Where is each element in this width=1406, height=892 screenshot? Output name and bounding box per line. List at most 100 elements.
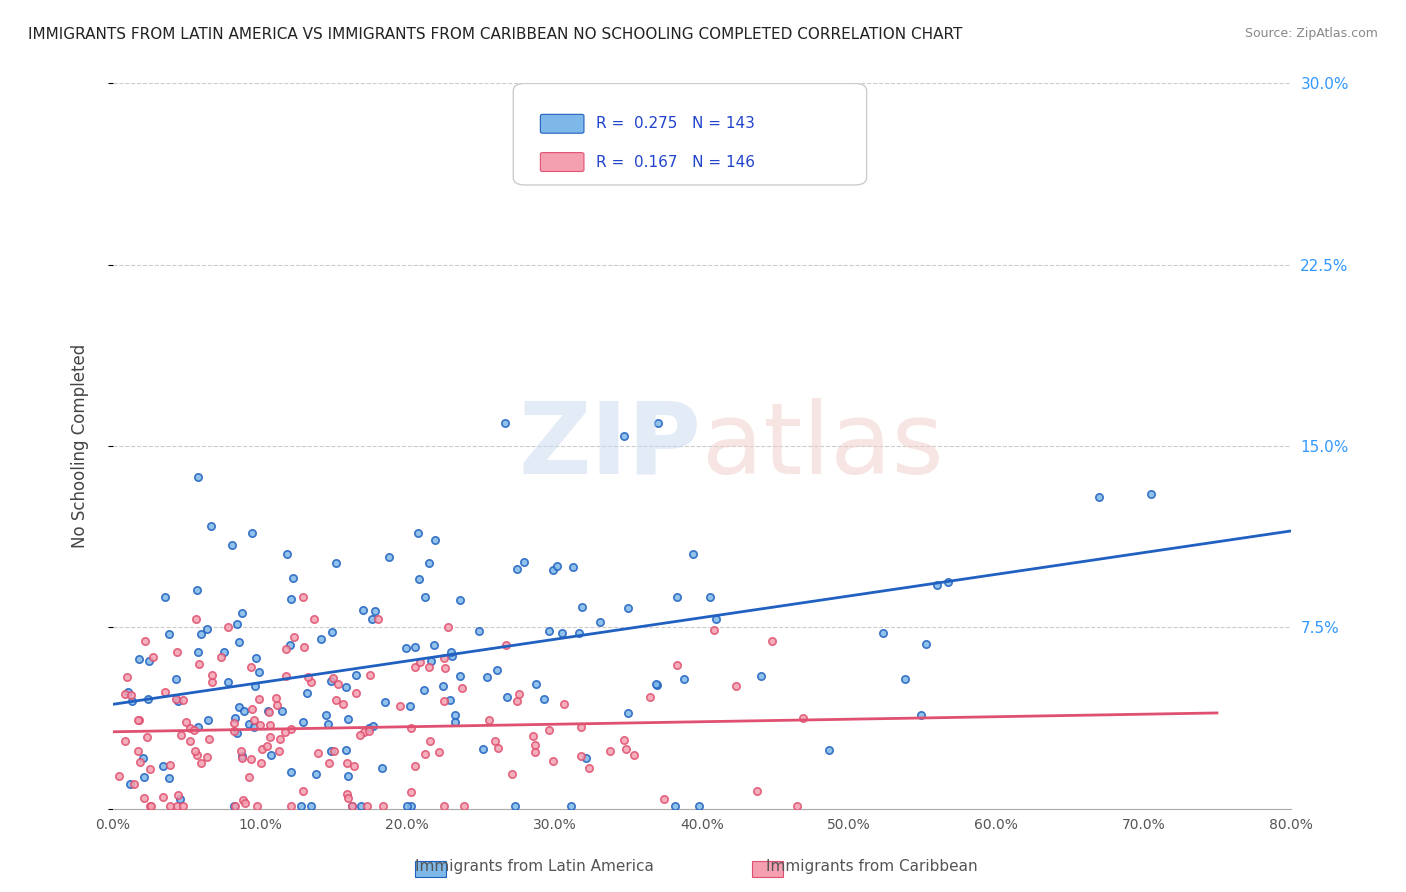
Immigrants from Latin America xyxy=(243,720,266,734)
Immigrants from Latin America xyxy=(404,640,426,654)
Immigrants from Caribbean xyxy=(159,758,181,772)
Immigrants from Caribbean xyxy=(283,630,305,644)
Immigrants from Caribbean xyxy=(522,729,544,743)
Immigrants from Latin America xyxy=(412,682,434,697)
Immigrants from Caribbean xyxy=(129,756,152,770)
Immigrants from Caribbean xyxy=(240,752,263,766)
Immigrants from Caribbean xyxy=(571,748,593,763)
Immigrants from Caribbean xyxy=(703,624,725,638)
Immigrants from Caribbean xyxy=(247,692,270,706)
Immigrants from Caribbean xyxy=(186,747,208,762)
Immigrants from Caribbean xyxy=(478,713,501,727)
Text: R =  0.275   N = 143: R = 0.275 N = 143 xyxy=(596,116,755,131)
Immigrants from Latin America xyxy=(413,591,436,605)
Immigrants from Latin America xyxy=(342,799,364,814)
Immigrants from Latin America xyxy=(374,695,396,709)
Immigrants from Latin America xyxy=(166,694,188,708)
Immigrants from Latin America xyxy=(350,799,373,814)
Immigrants from Latin America xyxy=(546,558,568,573)
Immigrants from Latin America xyxy=(439,645,461,659)
Immigrants from Latin America xyxy=(344,667,367,681)
Immigrants from Caribbean xyxy=(249,756,271,770)
FancyBboxPatch shape xyxy=(540,114,583,133)
Immigrants from Caribbean xyxy=(276,641,298,656)
Immigrants from Caribbean xyxy=(409,655,432,669)
Immigrants from Caribbean xyxy=(195,750,218,764)
Immigrants from Caribbean xyxy=(239,660,262,674)
Immigrants from Latin America xyxy=(645,678,668,692)
Immigrants from Caribbean xyxy=(188,657,211,671)
Immigrants from Latin America xyxy=(361,611,384,625)
Immigrants from Caribbean xyxy=(122,777,145,791)
Immigrants from Caribbean xyxy=(139,762,162,776)
Immigrants from Caribbean xyxy=(179,734,201,748)
Immigrants from Latin America xyxy=(325,557,347,571)
Immigrants from Latin America xyxy=(359,721,381,735)
Immigrants from Latin America xyxy=(682,547,704,561)
Immigrants from Latin America xyxy=(335,680,357,694)
Immigrants from Caribbean xyxy=(336,756,359,771)
Immigrants from Caribbean xyxy=(153,685,176,699)
Immigrants from Caribbean xyxy=(250,742,273,756)
Immigrants from Latin America xyxy=(688,799,710,814)
Immigrants from Latin America xyxy=(568,626,591,640)
Immigrants from Caribbean xyxy=(541,754,564,768)
Immigrants from Latin America xyxy=(665,591,688,605)
Immigrants from Latin America xyxy=(396,799,419,814)
Immigrants from Latin America xyxy=(364,604,387,618)
Immigrants from Caribbean xyxy=(292,591,315,605)
Immigrants from Caribbean xyxy=(243,713,266,727)
Immigrants from Caribbean xyxy=(761,633,783,648)
Immigrants from Caribbean xyxy=(405,660,427,674)
Immigrants from Caribbean xyxy=(267,744,290,758)
FancyBboxPatch shape xyxy=(513,84,866,185)
Immigrants from Latin America xyxy=(496,690,519,704)
Immigrants from Caribbean xyxy=(229,743,252,757)
Immigrants from Latin America xyxy=(425,533,447,547)
Immigrants from Latin America xyxy=(494,416,516,430)
Immigrants from Caribbean xyxy=(166,645,188,659)
Immigrants from Latin America xyxy=(420,654,443,668)
Immigrants from Latin America xyxy=(894,672,917,686)
Immigrants from Latin America xyxy=(406,526,429,541)
Immigrants from Caribbean xyxy=(325,693,347,707)
Immigrants from Latin America xyxy=(418,556,440,570)
Immigrants from Latin America xyxy=(589,615,612,629)
Immigrants from Latin America xyxy=(120,777,142,791)
Immigrants from Caribbean xyxy=(232,793,254,807)
Immigrants from Latin America xyxy=(336,769,359,783)
Immigrants from Latin America xyxy=(186,583,208,598)
Immigrants from Latin America xyxy=(423,639,446,653)
Immigrants from Caribbean xyxy=(322,671,344,685)
Immigrants from Caribbean xyxy=(274,724,297,739)
Immigrants from Latin America xyxy=(243,679,266,693)
Immigrants from Caribbean xyxy=(367,612,389,626)
Immigrants from Caribbean xyxy=(745,784,768,798)
Immigrants from Caribbean xyxy=(108,769,131,783)
Immigrants from Caribbean xyxy=(128,713,150,727)
Immigrants from Latin America xyxy=(131,750,153,764)
Immigrants from Caribbean xyxy=(578,761,600,775)
Immigrants from Latin America xyxy=(562,559,585,574)
Immigrants from Latin America xyxy=(233,704,256,718)
Immigrants from Latin America xyxy=(157,627,180,641)
Immigrants from Latin America xyxy=(280,765,302,780)
Bar xyxy=(415,861,446,877)
Immigrants from Caribbean xyxy=(120,689,142,703)
Immigrants from Latin America xyxy=(197,713,219,727)
Immigrants from Latin America xyxy=(408,573,430,587)
Immigrants from Latin America xyxy=(925,578,948,592)
Immigrants from Caribbean xyxy=(136,731,159,745)
Immigrants from Latin America xyxy=(468,624,491,639)
Immigrants from Caribbean xyxy=(302,612,325,626)
Immigrants from Latin America xyxy=(157,772,180,786)
Immigrants from Latin America xyxy=(315,708,337,723)
Immigrants from Caribbean xyxy=(114,734,136,748)
Immigrants from Caribbean xyxy=(623,747,645,762)
Immigrants from Caribbean xyxy=(197,731,219,746)
Immigrants from Latin America xyxy=(756,88,779,103)
Immigrants from Latin America xyxy=(299,799,322,814)
Immigrants from Caribbean xyxy=(165,691,187,706)
Immigrants from Caribbean xyxy=(274,669,297,683)
Immigrants from Latin America xyxy=(872,625,894,640)
